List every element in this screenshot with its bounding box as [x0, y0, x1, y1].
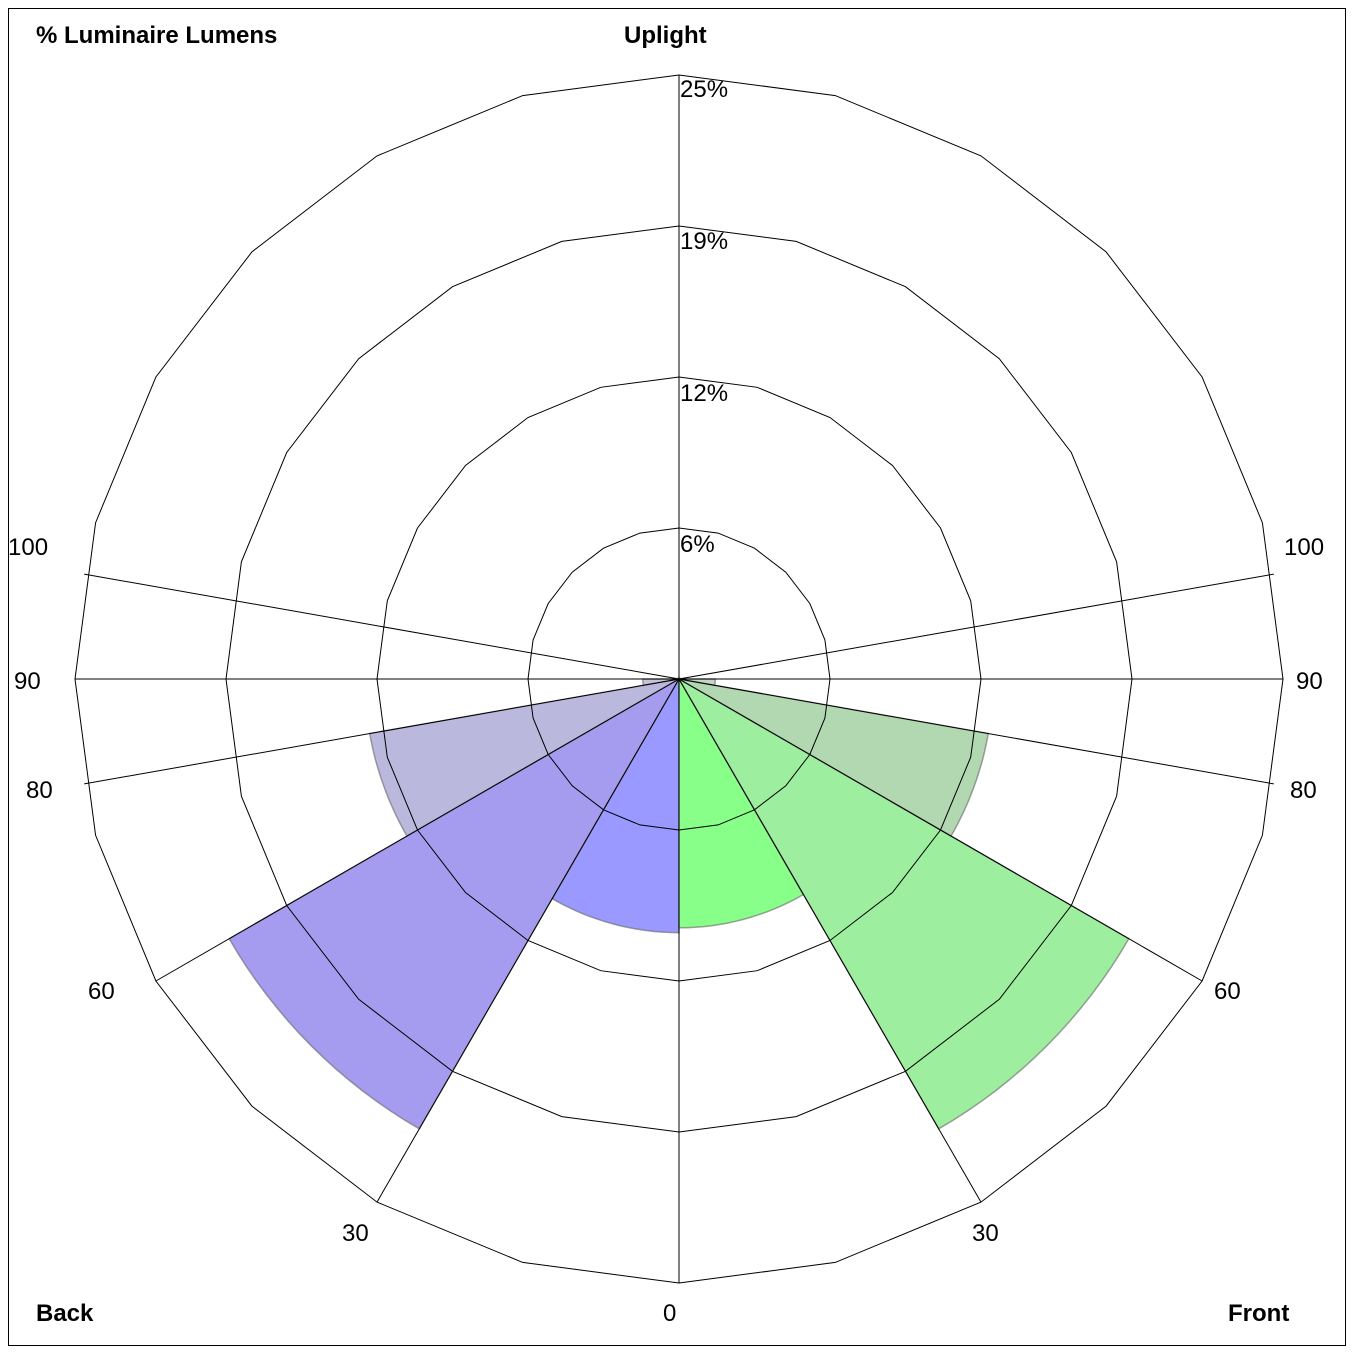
front-sector-30-60	[676, 676, 1130, 1130]
angle-label-left-80: 80	[26, 777, 53, 804]
back-sector-60-80	[368, 678, 680, 838]
radial-tick-label: 6%	[680, 531, 715, 558]
spoke-back-30	[376, 678, 680, 1203]
chart-title: % Luminaire Lumens	[36, 22, 278, 49]
spoke-back-80	[84, 678, 680, 785]
angle-label-left-100: 100	[8, 534, 49, 561]
sector-layer	[228, 676, 1130, 1130]
spoke-front-80	[678, 678, 1274, 785]
angle-label-right-100: 100	[1284, 534, 1325, 561]
back-label: Back	[36, 1300, 94, 1327]
spoke-back-60	[155, 678, 680, 982]
spoke-front-60	[678, 678, 1203, 982]
angle-label-left-90: 90	[14, 668, 41, 695]
angle-label-right-90: 90	[1296, 668, 1323, 695]
radial-tick-label: 25%	[680, 76, 729, 103]
front-sector-0-30	[678, 676, 805, 929]
front-label: Front	[1228, 1300, 1290, 1327]
back-sector-30-60	[228, 676, 682, 1130]
radial-tick-label: 12%	[680, 380, 729, 407]
angle-label-left-30: 30	[342, 1220, 369, 1247]
angle-label-bottom-0: 0	[663, 1300, 677, 1327]
angle-label-left-60: 60	[88, 978, 115, 1005]
angle-label-right-30: 30	[972, 1220, 999, 1247]
spoke-back-100	[84, 573, 680, 680]
angle-label-right-80: 80	[1290, 777, 1317, 804]
front-sector-60-80	[678, 678, 990, 838]
radial-tick-label: 19%	[680, 228, 729, 255]
uplight-label: Uplight	[624, 22, 707, 49]
back-sector-0-30	[551, 676, 680, 934]
spoke-front-100	[678, 573, 1274, 680]
spoke-front-30	[678, 678, 982, 1203]
angle-label-right-60: 60	[1214, 978, 1241, 1005]
grid-layer	[74, 74, 1284, 1284]
